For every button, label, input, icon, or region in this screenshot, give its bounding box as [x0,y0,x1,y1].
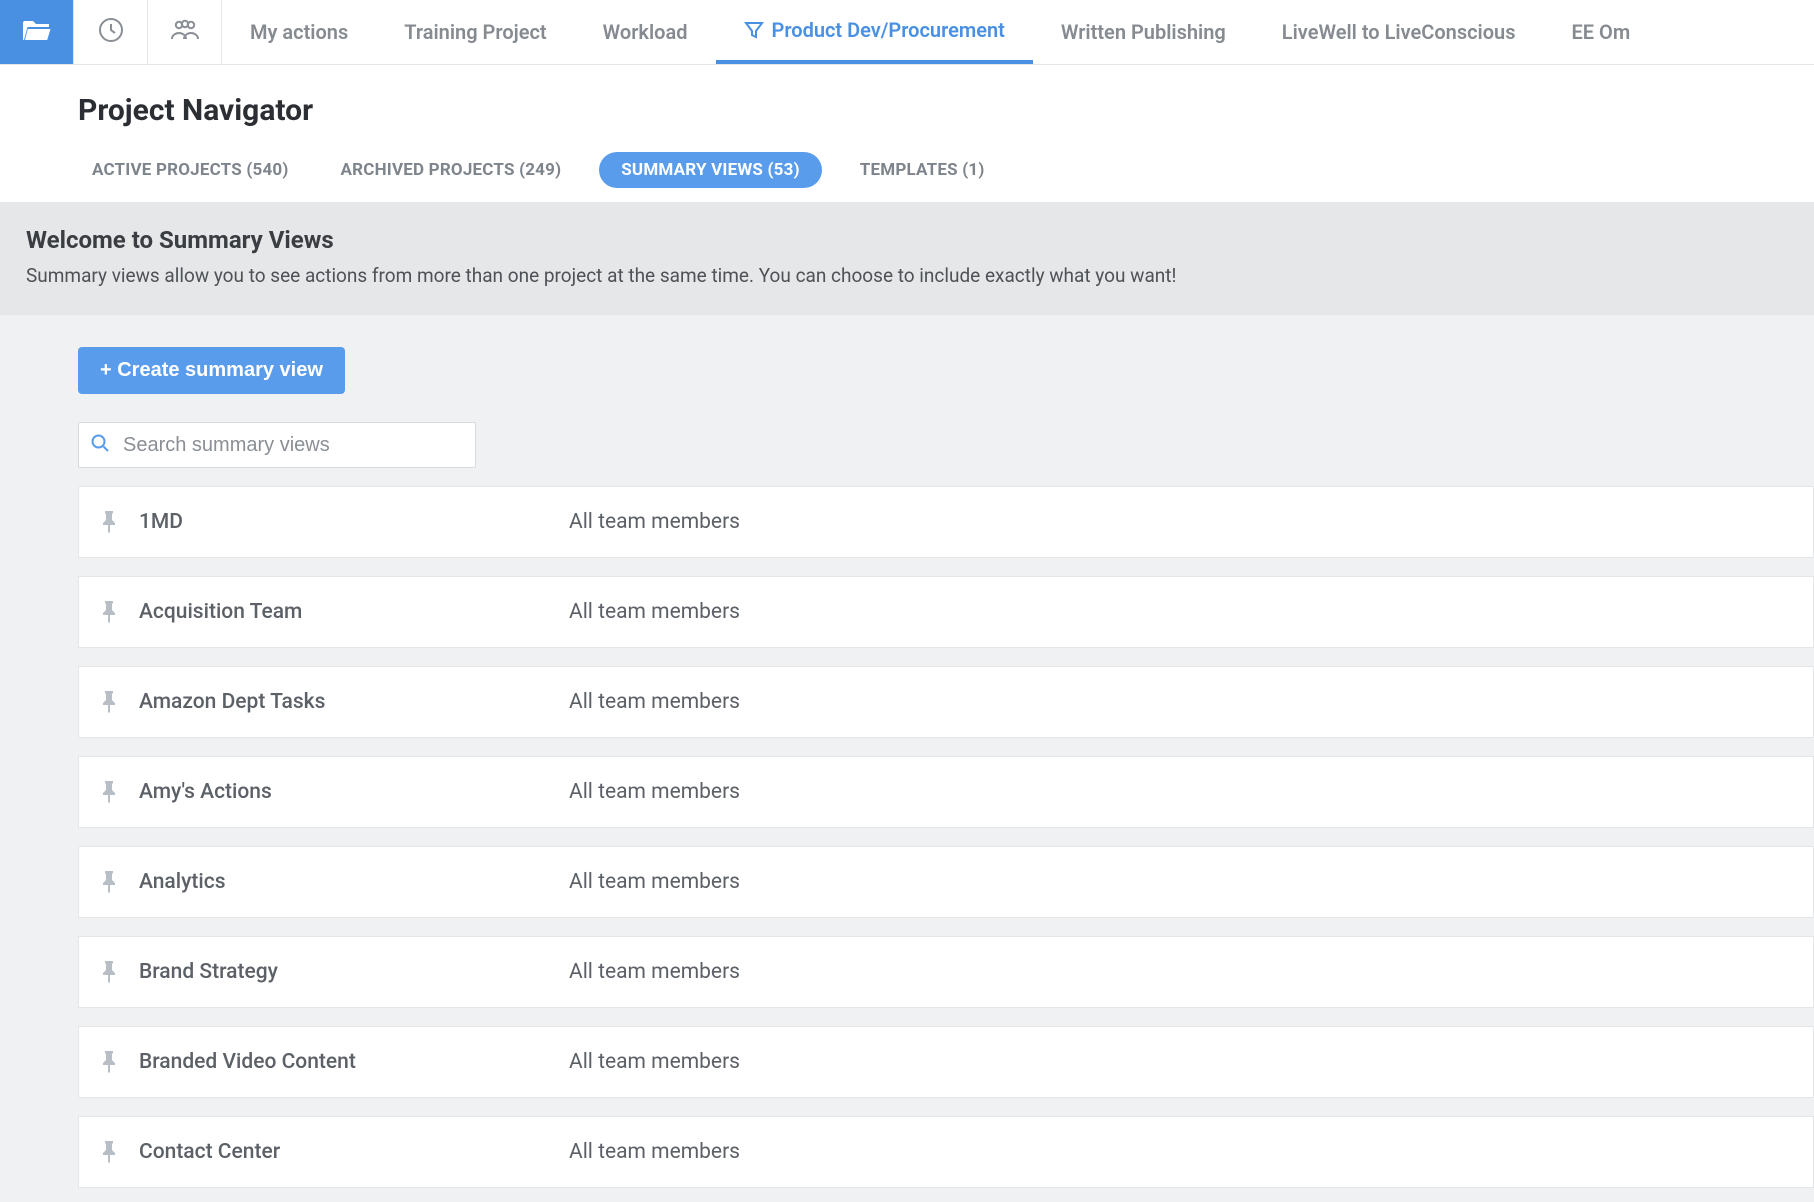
list-item[interactable]: Analytics All team members [78,846,1814,918]
create-summary-view-button[interactable]: + Create summary view [78,347,345,394]
welcome-title: Welcome to Summary Views [26,226,1788,254]
filter-icon [744,20,764,40]
list-item[interactable]: Acquisition Team All team members [78,576,1814,648]
tab-ee-om[interactable]: EE Om [1544,0,1659,64]
pin-icon[interactable] [79,511,139,533]
tab-label: LiveWell to LiveConscious [1282,20,1516,44]
tab-my-actions[interactable]: My actions [222,0,376,64]
tab-written-publishing[interactable]: Written Publishing [1033,0,1254,64]
tab-label: Workload [603,20,688,44]
welcome-body: Summary views allow you to see actions f… [26,264,1788,287]
list-item[interactable]: Amazon Dept Tasks All team members [78,666,1814,738]
list-item-name: Amy's Actions [139,780,569,804]
page-title: Project Navigator [78,93,1736,128]
subtab-active-projects[interactable]: ACTIVE PROJECTS (540) [78,152,303,188]
tab-label: Written Publishing [1061,20,1226,44]
subtab-archived-projects[interactable]: ARCHIVED PROJECTS (249) [327,152,576,188]
subtab-summary-views[interactable]: SUMMARY VIEWS (53) [599,152,821,188]
search-wrap [78,422,476,468]
list-item[interactable]: 1MD All team members [78,486,1814,558]
subtab-templates[interactable]: TEMPLATES (1) [846,152,999,188]
clock-icon [98,17,124,47]
list-item[interactable]: Brand Strategy All team members [78,936,1814,1008]
pin-icon[interactable] [79,871,139,893]
list-item-members: All team members [569,780,740,804]
list-item-name: Brand Strategy [139,960,569,984]
pin-icon[interactable] [79,1141,139,1163]
subtabs: ACTIVE PROJECTS (540) ARCHIVED PROJECTS … [78,152,1736,202]
pin-icon[interactable] [79,961,139,983]
tab-workload[interactable]: Workload [575,0,716,64]
list-item-members: All team members [569,960,740,984]
content-area: + Create summary view 1MD All team membe… [0,315,1814,1188]
list-item-name: Contact Center [139,1140,569,1164]
list-item-members: All team members [569,600,740,624]
pin-icon[interactable] [79,691,139,713]
people-nav-button[interactable] [148,0,222,64]
folder-open-icon [22,18,52,46]
tab-livewell-to-liveconscious[interactable]: LiveWell to LiveConscious [1254,0,1544,64]
list-item-members: All team members [569,870,740,894]
summary-views-list: 1MD All team members Acquisition Team Al… [78,486,1814,1188]
list-item-members: All team members [569,690,740,714]
people-icon [170,19,200,45]
page-header: Project Navigator ACTIVE PROJECTS (540) … [0,65,1814,202]
search-icon [90,433,110,457]
tab-label: Training Project [404,20,546,44]
list-item-members: All team members [569,1140,740,1164]
tab-product-dev-procurement[interactable]: Product Dev/Procurement [716,0,1033,64]
list-item-name: Acquisition Team [139,600,569,624]
pin-icon[interactable] [79,781,139,803]
top-tabs: My actions Training Project Workload Pro… [222,0,1814,64]
search-input[interactable] [78,422,476,468]
recent-nav-button[interactable] [74,0,148,64]
list-item-name: Analytics [139,870,569,894]
pin-icon[interactable] [79,601,139,623]
tab-label: My actions [250,20,348,44]
list-item[interactable]: Contact Center All team members [78,1116,1814,1188]
tab-training-project[interactable]: Training Project [376,0,574,64]
folder-nav-button[interactable] [0,0,74,64]
list-item[interactable]: Branded Video Content All team members [78,1026,1814,1098]
list-item[interactable]: Amy's Actions All team members [78,756,1814,828]
list-item-members: All team members [569,510,740,534]
tab-label: Product Dev/Procurement [772,18,1005,42]
list-item-members: All team members [569,1050,740,1074]
list-item-name: 1MD [139,510,569,534]
top-nav: My actions Training Project Workload Pro… [0,0,1814,65]
list-item-name: Branded Video Content [139,1050,569,1074]
welcome-banner: Welcome to Summary Views Summary views a… [0,202,1814,315]
pin-icon[interactable] [79,1051,139,1073]
tab-label: EE Om [1572,20,1631,44]
list-item-name: Amazon Dept Tasks [139,690,569,714]
